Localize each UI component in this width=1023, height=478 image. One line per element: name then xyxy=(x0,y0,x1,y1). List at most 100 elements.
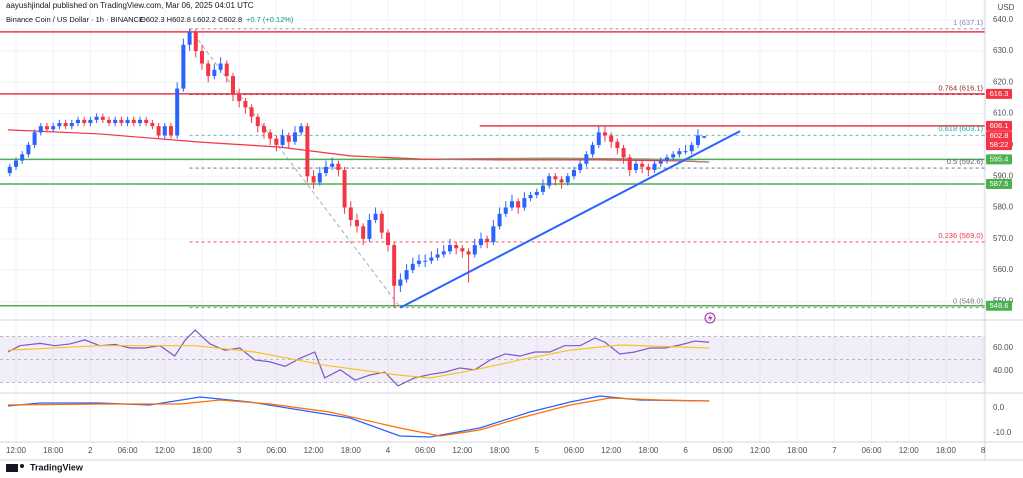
x-tick-label: 12:00 xyxy=(452,446,473,455)
candle-body xyxy=(150,123,155,127)
macd-tick-label: 0.0 xyxy=(993,403,1005,412)
candle-body xyxy=(683,151,688,153)
candle-body xyxy=(144,119,149,124)
candle-body xyxy=(274,138,279,145)
candle-body xyxy=(286,135,291,142)
y-tick-label: 570.0 xyxy=(993,234,1014,243)
candle-body xyxy=(590,144,595,155)
candle-body xyxy=(119,119,124,124)
x-tick-label: 4 xyxy=(386,446,391,455)
candle-body xyxy=(175,88,180,136)
x-tick-label: 2 xyxy=(88,446,93,455)
y-tick-label: 640.0 xyxy=(993,15,1014,24)
countdown: 58:22 xyxy=(990,140,1009,149)
candle-body xyxy=(131,119,136,124)
fib-label: 0 (548.0) xyxy=(953,297,984,306)
candle-body xyxy=(447,245,452,252)
candle-body xyxy=(63,123,68,127)
brand: TradingView xyxy=(30,462,84,472)
currency: USD xyxy=(998,3,1015,12)
candle-body xyxy=(466,251,471,255)
macd-line xyxy=(7,397,710,437)
x-tick-label: 8 xyxy=(981,446,986,455)
candle-body xyxy=(292,132,297,142)
candle-body xyxy=(32,132,37,145)
candle-body xyxy=(553,176,558,180)
x-tick-label: 06:00 xyxy=(862,446,883,455)
candle-body xyxy=(299,126,304,133)
candle-body xyxy=(689,144,694,152)
price-tag xyxy=(986,88,1012,99)
price-tag-label: 548.6 xyxy=(990,301,1009,310)
candle-body xyxy=(367,220,372,239)
x-tick-label: 18:00 xyxy=(341,446,362,455)
x-tick-label: 18:00 xyxy=(490,446,511,455)
candle-body xyxy=(528,194,533,199)
x-tick-label: 5 xyxy=(535,446,540,455)
candle-body xyxy=(7,166,12,174)
x-tick-label: 12:00 xyxy=(750,446,771,455)
fib-label: 1 (637.1) xyxy=(953,18,984,27)
candle-body xyxy=(255,116,260,127)
candle-body xyxy=(125,119,130,124)
candle-body xyxy=(497,213,502,227)
candle-body xyxy=(478,238,483,246)
candle-body xyxy=(416,260,421,264)
price-tag xyxy=(986,154,1012,165)
logo xyxy=(6,464,24,472)
y-tick-label: 630.0 xyxy=(993,46,1014,55)
candle-body xyxy=(633,163,638,170)
price-tag xyxy=(986,179,1012,190)
rsi-line xyxy=(7,344,710,379)
candle-body xyxy=(181,44,186,89)
candle-body xyxy=(26,144,31,155)
x-tick-label: 6 xyxy=(683,446,688,455)
candle-body xyxy=(584,154,589,164)
change: +0.7 (+0.12%) xyxy=(246,15,294,24)
candle-body xyxy=(168,126,173,136)
candle-body xyxy=(224,63,229,77)
candle-body xyxy=(472,245,477,255)
candle-body xyxy=(460,248,465,252)
candle-body xyxy=(187,32,192,45)
price-tag xyxy=(986,131,1012,151)
fib-label: 0.236 (569.0) xyxy=(938,231,983,240)
candle-body xyxy=(664,157,669,161)
x-tick-label: 3 xyxy=(237,446,242,455)
price-tag-label: 595.4 xyxy=(990,154,1009,163)
candle-body xyxy=(354,220,359,227)
candle-body xyxy=(615,141,620,149)
candle-body xyxy=(379,213,384,233)
candle-body xyxy=(571,169,576,177)
candle-body xyxy=(516,201,521,208)
ohlc: O602.3 H602.8 L602.2 C602.8 xyxy=(140,15,242,24)
lightning-icon xyxy=(704,312,716,324)
y-tick-label: 610.0 xyxy=(993,109,1014,118)
x-tick-label: 06:00 xyxy=(266,446,287,455)
x-tick-label: 06:00 xyxy=(118,446,139,455)
candle-body xyxy=(57,123,62,127)
candle-body xyxy=(348,207,353,221)
y-tick-label: 590.0 xyxy=(993,171,1014,180)
candle-body xyxy=(454,245,459,249)
candle-body xyxy=(137,119,142,124)
candle-body xyxy=(441,251,446,255)
price-tag-label: 587.5 xyxy=(990,179,1009,188)
candle-body xyxy=(311,176,316,183)
x-tick-label: 06:00 xyxy=(415,446,436,455)
candle-body xyxy=(230,76,235,95)
candle-body xyxy=(429,257,434,261)
candle-body xyxy=(559,179,564,183)
price-tag xyxy=(986,300,1012,311)
candle-body xyxy=(156,126,161,136)
candle-body xyxy=(509,201,514,208)
candle-body xyxy=(547,176,552,186)
fib-label: 0.618 (603.1) xyxy=(938,124,983,133)
candle-body xyxy=(280,135,285,145)
candle-body xyxy=(162,126,167,136)
candle-body xyxy=(392,245,397,286)
candle-body xyxy=(82,119,87,124)
x-tick-label: 18:00 xyxy=(638,446,659,455)
price-tag xyxy=(986,120,1012,131)
